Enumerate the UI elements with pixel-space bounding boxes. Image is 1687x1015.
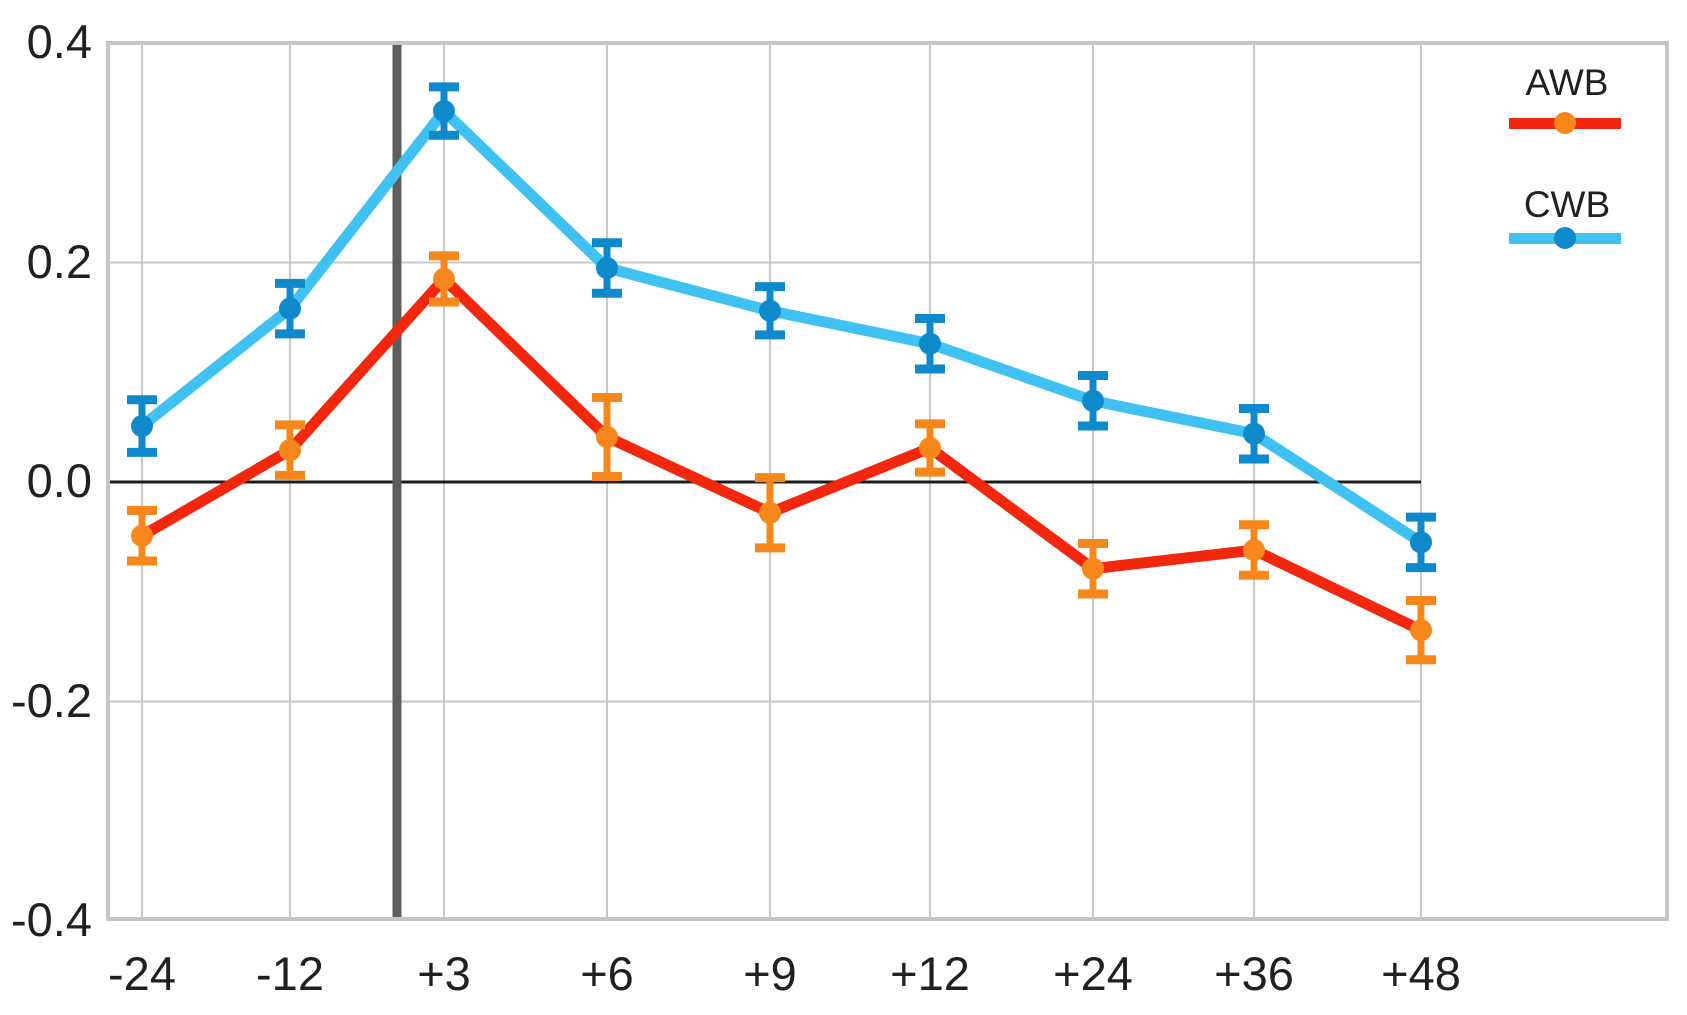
awb-data-point <box>279 439 301 462</box>
awb-marker-dot <box>1554 112 1576 134</box>
cwb-data-point <box>433 100 455 123</box>
y-tick-label: 0.2 <box>26 234 92 288</box>
plot-frame <box>106 41 1669 921</box>
awb-data-point <box>1082 557 1104 580</box>
cwb-data-point <box>1243 422 1265 445</box>
y-tick-label: -0.4 <box>11 893 92 946</box>
cwb-data-point <box>759 299 781 322</box>
x-tick-label: +24 <box>1053 947 1133 1000</box>
y-tick-label: 0.0 <box>26 454 92 507</box>
x-tick-label: -12 <box>256 947 324 1000</box>
x-tick-label: -24 <box>108 947 176 1000</box>
awb-data-point <box>596 426 618 449</box>
x-tick-label: +6 <box>580 947 634 1000</box>
awb-data-point <box>1410 619 1432 642</box>
legend-label-cwb: CWB <box>1523 184 1611 225</box>
legend-label-awb: AWB <box>1525 62 1609 103</box>
cwb-marker-dot <box>1554 227 1576 249</box>
cwb-data-point <box>1410 531 1432 554</box>
cwb-data-point <box>596 256 618 279</box>
awb-data-point <box>1243 539 1265 562</box>
awb-data-point <box>131 524 153 547</box>
cwb-data-point <box>279 297 301 320</box>
x-tick-label: +36 <box>1214 947 1294 1000</box>
cwb-data-point <box>1082 389 1104 412</box>
awb-data-point <box>919 436 941 459</box>
y-tick-label: -0.2 <box>11 673 92 727</box>
awb-data-point <box>433 267 455 290</box>
x-tick-label: +12 <box>890 947 970 1000</box>
x-tick-label: +9 <box>743 947 797 1000</box>
cwb-data-point <box>131 415 153 438</box>
cwb-data-point <box>919 332 941 355</box>
x-tick-label: +3 <box>417 947 471 1000</box>
y-tick-label: 0.4 <box>26 15 92 68</box>
x-tick-label: +48 <box>1381 947 1461 1000</box>
awb-data-point <box>759 501 781 524</box>
